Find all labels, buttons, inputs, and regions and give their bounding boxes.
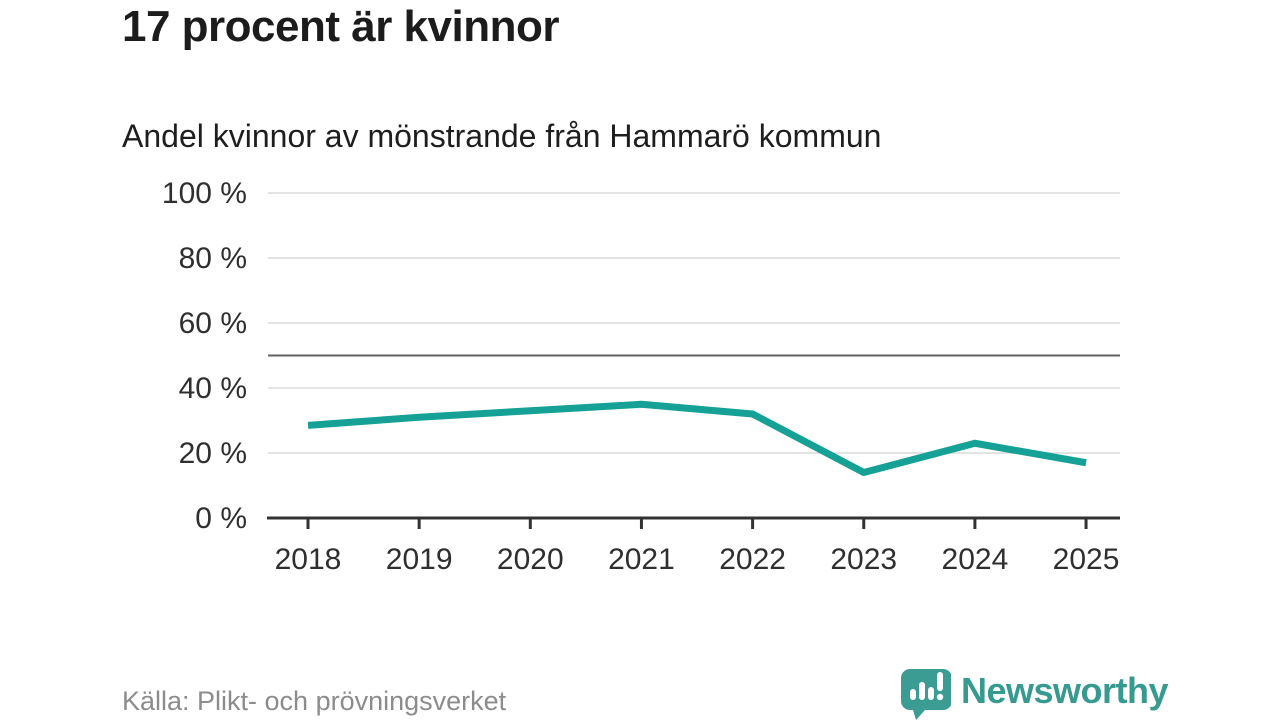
y-tick-label-0: 0 %: [195, 502, 247, 535]
x-tick-label-2025: 2025: [1053, 543, 1120, 576]
x-tick-label-2024: 2024: [942, 543, 1009, 576]
x-tick-label-2018: 2018: [275, 543, 342, 576]
logo-bar-3: [928, 687, 934, 700]
newsworthy-brand: Newsworthy: [897, 664, 1169, 720]
logo-exclamation-bar: [937, 672, 943, 691]
logo-bar-2: [919, 682, 925, 700]
source-note: Källa: Plikt- och prövningsverket: [122, 686, 507, 716]
y-tick-label-40: 40 %: [179, 372, 247, 405]
y-tick-label-20: 20 %: [179, 437, 247, 470]
newsworthy-wordmark: Newsworthy: [961, 670, 1169, 711]
x-tick-label-2023: 2023: [830, 543, 897, 576]
chart-subtitle: Andel kvinnor av mönstrande från Hammarö…: [122, 118, 882, 154]
y-tick-label-80: 80 %: [179, 242, 247, 275]
logo-bubble-shape: [901, 669, 951, 720]
chart-title: 17 procent är kvinnor: [122, 2, 559, 51]
y-tick-label-100: 100 %: [162, 177, 247, 210]
logo-exclamation-dot: [936, 693, 944, 701]
x-tick-label-2019: 2019: [386, 543, 453, 576]
newsworthy-logo-icon: [901, 669, 951, 720]
x-tick-label-2022: 2022: [719, 543, 786, 576]
logo-bar-1: [910, 689, 916, 700]
data-line-andel-kvinnor: [307, 400, 1087, 476]
y-tick-label-60: 60 %: [179, 307, 247, 340]
x-tick-label-2020: 2020: [497, 543, 564, 576]
x-tick-label-2021: 2021: [608, 543, 675, 576]
